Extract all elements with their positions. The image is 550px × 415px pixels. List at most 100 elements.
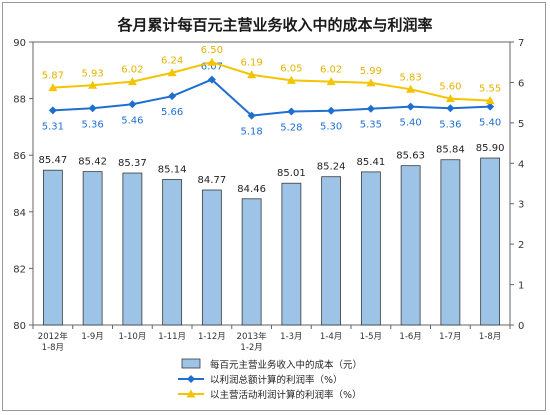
total-profit-rate-point <box>446 104 455 113</box>
operating-profit-rate-point <box>326 77 336 86</box>
cost-bar <box>480 157 501 326</box>
total-profit-rate-point <box>168 92 177 101</box>
left-axis-tick-label: 82 <box>13 264 26 275</box>
right-axis-tick-label: 2 <box>518 240 524 251</box>
cost-bar-value-label: 85.24 <box>317 162 346 173</box>
cost-bar-value-label: 85.42 <box>78 157 107 168</box>
cost-bar <box>400 165 421 326</box>
left-axis-tick-label: 80 <box>13 321 26 332</box>
x-axis-tick-label: 1-9月 <box>81 332 103 342</box>
operating-profit-rate-point <box>127 77 137 86</box>
legend-entry-label: 以利润总额计算的利润率（%） <box>210 374 343 386</box>
total-profit-rate-point <box>486 102 495 111</box>
cost-bar-value-label: 84.46 <box>237 184 266 195</box>
total-profit-rate-label: 5.18 <box>240 127 262 138</box>
total-profit-rate-label: 5.36 <box>81 119 103 130</box>
left-axis-tick-label: 84 <box>13 208 26 219</box>
x-axis-tick-label: 1-3月 <box>280 332 302 342</box>
x-axis-tick-label: 2013年 <box>237 331 268 342</box>
total-profit-rate-label: 5.66 <box>161 107 183 118</box>
total-profit-rate-label: 5.40 <box>399 118 421 129</box>
total-profit-rate-point <box>207 75 216 84</box>
cost-bar-value-label: 85.41 <box>357 157 386 168</box>
x-axis-tick-label: 1-5月 <box>360 332 382 342</box>
operating-profit-rate-label: 6.50 <box>201 45 223 56</box>
cost-bar-value-label: 85.37 <box>118 158 147 169</box>
operating-profit-rate-label: 6.02 <box>320 65 342 76</box>
cost-bar <box>281 182 302 326</box>
operating-profit-rate-point <box>167 68 177 77</box>
right-axis-tick-label: 7 <box>518 38 524 49</box>
operating-profit-rate-point <box>247 70 257 79</box>
cost-bar-value-label: 85.14 <box>158 165 187 176</box>
cost-bar <box>122 172 143 326</box>
operating-profit-rate-label: 6.24 <box>161 56 183 67</box>
operating-profit-rate-label: 5.99 <box>360 66 382 77</box>
total-profit-rate-point <box>287 107 296 116</box>
operating-profit-rate-point <box>406 84 416 93</box>
operating-profit-rate-point <box>485 96 495 105</box>
legend-swatch-cost <box>181 358 201 369</box>
total-profit-rate-label: 5.31 <box>42 121 64 132</box>
operating-profit-rate-label: 5.83 <box>399 72 421 83</box>
x-axis-tick-label: 1-2月 <box>240 343 262 353</box>
total-profit-rate-label: 5.46 <box>121 115 143 126</box>
cost-bar-value-label: 85.63 <box>396 151 425 162</box>
legend-entry-label: 以主营活动利润计算的利润率（%） <box>210 389 362 401</box>
operating-profit-rate-point <box>48 83 58 92</box>
x-axis-tick-label: 2012年 <box>38 331 69 342</box>
operating-profit-rate-point <box>286 75 296 84</box>
operating-profit-rate-label: 6.19 <box>240 58 262 69</box>
x-axis-tick-label: 1-7月 <box>439 332 461 342</box>
cost-bar-value-label: 84.77 <box>198 175 227 186</box>
x-axis-tick-label: 1-6月 <box>399 332 421 342</box>
operating-profit-rate-point <box>366 78 376 87</box>
operating-profit-rate-label: 5.93 <box>81 68 103 79</box>
cost-bar <box>201 189 222 326</box>
legend-triangle-marker <box>186 389 196 398</box>
total-profit-rate-point <box>128 100 137 109</box>
operating-profit-rate-label: 6.05 <box>280 63 302 74</box>
right-axis-tick-label: 3 <box>518 200 524 211</box>
total-profit-rate-label: 5.36 <box>439 119 461 130</box>
operating-profit-rate-point <box>88 80 98 89</box>
total-profit-rate-point <box>48 106 57 115</box>
operating-profit-rate-label: 5.55 <box>479 84 501 95</box>
chart-title: 各月累计每百元主营业务收入中的成本与利润率 <box>116 16 432 34</box>
total-profit-rate-point <box>406 102 415 111</box>
x-axis-tick-label: 1-11月 <box>158 332 186 342</box>
cost-bar-value-label: 85.01 <box>277 168 306 179</box>
total-profit-rate-label: 5.40 <box>479 118 501 129</box>
total-profit-rate-label: 5.28 <box>280 123 302 134</box>
left-axis-tick-label: 90 <box>13 38 26 49</box>
operating-profit-rate-line <box>52 61 491 102</box>
operating-profit-rate-point <box>207 57 217 66</box>
cost-bar <box>241 198 262 326</box>
right-axis-tick-label: 0 <box>518 321 524 332</box>
right-axis-tick-label: 4 <box>518 159 524 170</box>
legend: 每百元主营业务收入中的成本（元） 以利润总额计算的利润率（%） 以主营活动利润计算的… <box>178 358 362 401</box>
operating-profit-rate-label: 5.87 <box>42 71 64 82</box>
x-axis-tick-label: 1-8月 <box>42 343 64 353</box>
cost-bar-value-label: 85.84 <box>436 145 465 156</box>
legend-entry-label: 每百元主营业务收入中的成本（元） <box>210 359 362 371</box>
total-profit-rate-label: 5.30 <box>320 122 342 133</box>
right-axis-tick-label: 1 <box>518 281 524 292</box>
left-axis-tick-label: 88 <box>13 95 26 106</box>
x-axis-tick-label: 1-12月 <box>198 332 226 342</box>
cost-bar <box>440 159 461 326</box>
cost-bar-value-label: 85.47 <box>39 155 68 166</box>
x-axis-tick-label: 1-8月 <box>479 332 501 342</box>
total-profit-rate-point <box>327 106 336 115</box>
x-axis-tick-label: 1-4月 <box>320 332 342 342</box>
total-profit-rate-point <box>88 104 97 113</box>
right-axis-tick-label: 6 <box>518 78 524 89</box>
x-axis-tick-label: 1-10月 <box>118 332 146 342</box>
left-axis-tick-label: 86 <box>13 151 26 162</box>
operating-profit-rate-label: 6.02 <box>121 65 143 76</box>
cost-bar <box>162 179 183 326</box>
cost-bar <box>42 169 63 326</box>
legend-diamond-marker <box>187 375 195 383</box>
